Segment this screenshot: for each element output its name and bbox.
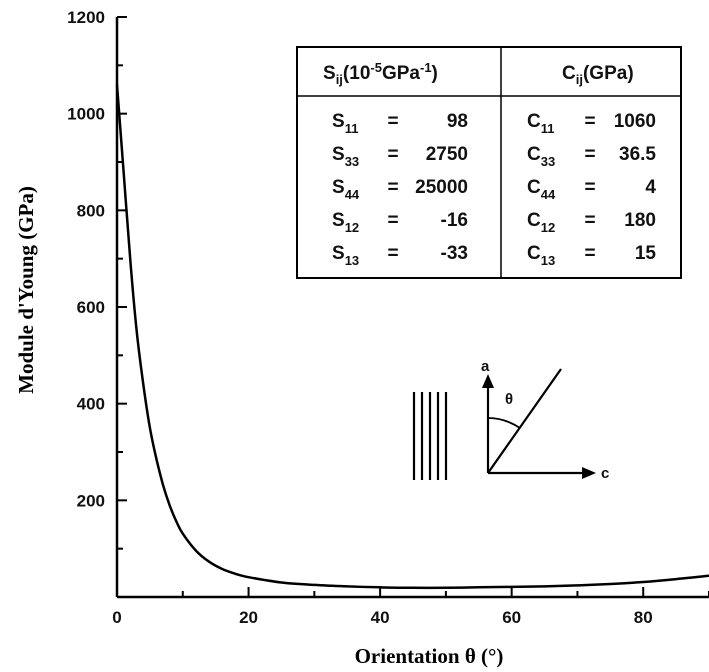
x-tick-label: 40 [371, 608, 390, 627]
table-symbol: C33 [527, 144, 555, 169]
table-symbol: S44 [332, 177, 360, 202]
table-equals: = [387, 144, 398, 165]
table-row: C13 = 15 [527, 243, 656, 268]
table-row: C44 = 4 [527, 177, 656, 202]
tick-labels: 0 20 40 60 80 200 400 600 800 1000 1200 [67, 8, 653, 627]
y-tick-label: 200 [77, 491, 105, 510]
fiber-lines [412, 392, 448, 480]
table-value: 4 [645, 177, 656, 198]
y-tick-label: 600 [77, 298, 105, 317]
parameter-table: Sij(10-5GPa-1) Cij(GPa) S11 = 98 S33 = 2750 S4… [296, 46, 682, 279]
orientation-line [487, 368, 562, 474]
angle-label: θ [505, 391, 513, 408]
orientation-diagram: a c θ [412, 358, 609, 482]
table-symbol: S33 [332, 144, 359, 169]
table-row: C33 = 36.5 [527, 144, 656, 169]
axis-a-arrowhead [482, 374, 494, 388]
table-value: 15 [635, 243, 657, 264]
table-equals: = [584, 177, 595, 198]
table-value: 1060 [614, 111, 656, 132]
table-symbol: C44 [527, 177, 556, 202]
angle-arc [487, 417, 521, 429]
axis-a-label: a [481, 358, 490, 375]
table-symbol: S12 [332, 210, 359, 235]
table-equals: = [584, 243, 595, 264]
y-tick-label: 1200 [67, 8, 105, 27]
table-symbol: C12 [527, 210, 555, 235]
table-value: 98 [447, 111, 468, 132]
axis-c-arrowhead [582, 467, 596, 479]
table-border [296, 46, 682, 279]
table-row: S13 = -33 [332, 243, 468, 268]
series-line [115, 84, 709, 590]
table-symbol: S13 [332, 243, 359, 268]
table-row: S33 = 2750 [332, 144, 468, 169]
axis-c-label: c [601, 465, 609, 482]
table-row: S12 = -16 [332, 210, 468, 235]
y-tick-label: 1000 [67, 105, 105, 124]
x-tick-label: 60 [502, 608, 521, 627]
table-symbol: C13 [527, 243, 555, 268]
table-right-header: Cij(GPa) [562, 63, 634, 87]
y-tick-label: 800 [77, 201, 105, 220]
table-symbol: C11 [527, 111, 554, 136]
table-left-header: Sij(10-5GPa-1) [323, 60, 438, 87]
table-right-rows: C11 = 1060 C33 = 36.5 C44 = 4 C12 = 180 C13 = 15 [527, 111, 656, 268]
x-tick-label: 20 [239, 608, 258, 627]
x-tick-label: 0 [112, 608, 121, 627]
y-axis-title: Module d'Young (GPa) [14, 186, 38, 394]
table-value: -16 [441, 210, 468, 231]
table-symbol: S11 [332, 111, 358, 136]
table-equals: = [387, 111, 398, 132]
table-value: 2750 [426, 144, 468, 165]
table-equals: = [584, 111, 595, 132]
table-left-rows: S11 = 98 S33 = 2750 S44 = 25000 S12 = -16 S13 = -33 [332, 111, 468, 268]
table-row: C11 = 1060 [527, 111, 656, 136]
table-equals: = [387, 243, 398, 264]
table-row: C12 = 180 [527, 210, 656, 235]
y-tick-label: 400 [77, 395, 105, 414]
table-value: 25000 [415, 177, 468, 198]
table-equals: = [584, 144, 595, 165]
table-equals: = [584, 210, 595, 231]
ticks [116, 16, 709, 597]
table-equals: = [387, 177, 398, 198]
x-axis-title: Orientation θ (°) [355, 644, 504, 668]
table-row: S11 = 98 [332, 111, 468, 136]
table-value: 36.5 [619, 144, 656, 165]
table-row: S44 = 25000 [332, 177, 468, 202]
table-equals: = [387, 210, 398, 231]
table-value: 180 [624, 210, 656, 231]
x-tick-label: 80 [634, 608, 653, 627]
table-value: -33 [441, 243, 468, 264]
